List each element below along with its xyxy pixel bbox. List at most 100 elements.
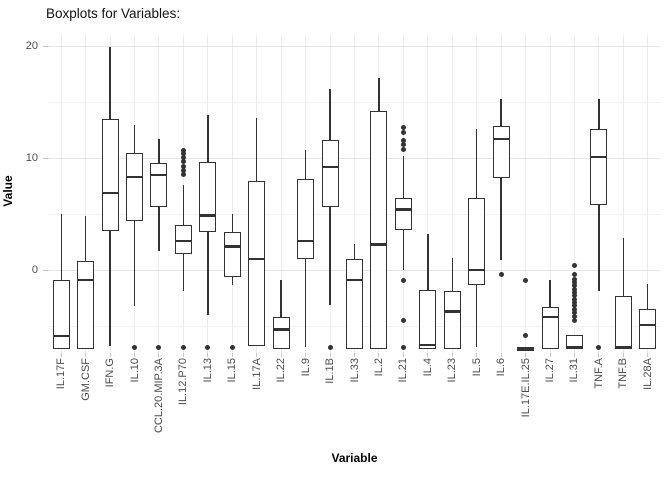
x-tick-mark bbox=[549, 353, 551, 357]
median-line bbox=[248, 257, 266, 261]
x-tick-mark bbox=[134, 353, 136, 357]
whisker-upper bbox=[207, 114, 209, 162]
x-tick-mark bbox=[305, 353, 307, 357]
x-tick-label: IL.22 bbox=[275, 358, 288, 383]
x-tick-mark bbox=[109, 353, 111, 357]
median-line bbox=[321, 165, 339, 169]
x-tick-mark bbox=[354, 353, 355, 357]
median-line bbox=[370, 243, 388, 246]
outlier-dot bbox=[400, 318, 406, 324]
outlier-dot bbox=[400, 146, 406, 152]
gridline-vertical bbox=[573, 35, 575, 353]
whisker-upper bbox=[476, 129, 478, 199]
outlier-dot bbox=[180, 344, 186, 350]
median-line bbox=[639, 323, 657, 327]
y-tick-label: 10 bbox=[25, 151, 38, 164]
whisker-upper bbox=[598, 98, 600, 130]
outlier-dot bbox=[571, 279, 577, 285]
whisker-lower bbox=[182, 254, 185, 292]
whisker-upper bbox=[256, 117, 258, 181]
box-IL.4 bbox=[419, 290, 437, 349]
median-line bbox=[443, 310, 461, 313]
x-tick-label: IFN.G bbox=[104, 358, 117, 388]
x-tick-mark bbox=[500, 353, 502, 357]
box-IL.1B bbox=[321, 140, 339, 208]
gridline-vertical bbox=[280, 35, 282, 353]
whisker-lower bbox=[476, 284, 478, 348]
outlier-dot bbox=[571, 293, 577, 299]
x-tick-mark bbox=[256, 353, 258, 357]
whisker-upper bbox=[647, 283, 649, 310]
whisker-upper bbox=[622, 237, 625, 296]
median-line bbox=[77, 278, 95, 282]
y-axis-title: Value bbox=[1, 175, 15, 207]
x-tick-mark bbox=[231, 353, 233, 357]
outlier-dot bbox=[180, 151, 186, 157]
whisker-upper bbox=[158, 139, 160, 163]
x-tick-label: TNF.B bbox=[617, 358, 630, 389]
median-line bbox=[590, 155, 608, 159]
x-tick-label: IL.21 bbox=[397, 358, 410, 383]
outlier-dot bbox=[571, 300, 577, 306]
whisker-upper bbox=[231, 214, 233, 233]
x-tick-mark bbox=[476, 353, 478, 357]
outlier-dot bbox=[571, 318, 577, 324]
gridline-major bbox=[49, 157, 660, 159]
x-tick-label: IL.9 bbox=[299, 358, 312, 377]
outlier-dot bbox=[523, 332, 529, 338]
x-tick-label: IL.17E.IL.25 bbox=[519, 358, 532, 418]
x-tick-mark bbox=[329, 353, 331, 357]
outlier-dot bbox=[523, 277, 529, 283]
x-tick-mark bbox=[451, 353, 453, 357]
whisker-lower bbox=[329, 207, 331, 305]
whisker-upper bbox=[353, 244, 356, 259]
outlier-dot bbox=[400, 129, 406, 135]
box-IL.27 bbox=[541, 307, 559, 349]
outlier-dot bbox=[498, 272, 504, 278]
x-tick-label: IL.13 bbox=[201, 358, 214, 383]
x-tick-label: IL.23 bbox=[446, 358, 459, 383]
gridline-vertical bbox=[85, 35, 87, 353]
box-TNF.B bbox=[614, 295, 632, 349]
x-tick-label: GM.CSF bbox=[79, 358, 92, 401]
median-line bbox=[468, 268, 486, 272]
median-line bbox=[223, 245, 241, 248]
whisker-lower bbox=[158, 207, 160, 252]
box-IFN.G bbox=[101, 118, 119, 231]
whisker-upper bbox=[402, 155, 405, 199]
box-IL.5 bbox=[468, 198, 486, 285]
whisker-upper bbox=[109, 47, 111, 119]
median-line bbox=[614, 346, 632, 349]
y-tick-mark bbox=[43, 269, 49, 271]
x-tick-mark bbox=[182, 353, 184, 357]
gridline-vertical bbox=[427, 35, 429, 353]
outlier-dot bbox=[571, 313, 577, 319]
box-IL.33 bbox=[346, 258, 363, 349]
median-line bbox=[394, 208, 412, 211]
outlier-dot bbox=[400, 277, 406, 283]
whisker-upper bbox=[378, 77, 380, 112]
outlier-dot bbox=[571, 290, 577, 296]
x-tick-label: IL.27 bbox=[544, 358, 557, 383]
x-tick-mark bbox=[85, 353, 87, 357]
whisker-upper bbox=[451, 257, 453, 292]
chart-title: Boxplots for Variables: bbox=[46, 6, 181, 21]
x-tick-label: IL.1B bbox=[324, 358, 337, 384]
median-line bbox=[174, 239, 192, 243]
whisker-upper bbox=[427, 234, 429, 291]
y-tick-mark bbox=[43, 45, 49, 47]
y-tick-label: 20 bbox=[25, 39, 38, 52]
outlier-dot bbox=[180, 147, 186, 153]
whisker-lower bbox=[231, 276, 233, 285]
outlier-dot bbox=[180, 172, 186, 178]
median-line bbox=[541, 315, 559, 319]
outlier-dot bbox=[400, 142, 406, 148]
x-tick-label: IL.6 bbox=[495, 358, 508, 377]
outlier-dot bbox=[571, 283, 577, 289]
whisker-upper bbox=[280, 280, 282, 318]
box-IL.6 bbox=[492, 125, 510, 179]
box-IL.13 bbox=[199, 161, 217, 233]
box-TNF.A bbox=[590, 129, 608, 206]
y-tick-label: 0 bbox=[31, 263, 38, 276]
